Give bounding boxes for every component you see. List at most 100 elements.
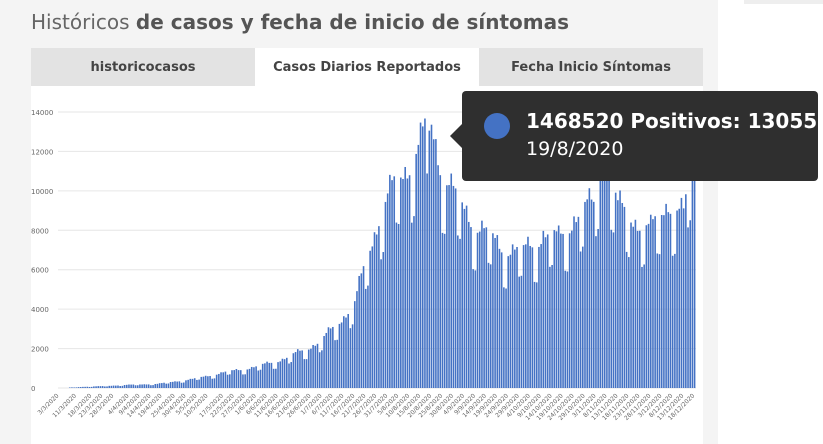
- bar[interactable]: [130, 384, 132, 388]
- bar[interactable]: [603, 151, 606, 388]
- bar[interactable]: [82, 386, 84, 388]
- bar[interactable]: [546, 234, 549, 388]
- bar[interactable]: [84, 386, 86, 388]
- bar[interactable]: [562, 233, 564, 388]
- bar[interactable]: [628, 257, 630, 388]
- bar[interactable]: [641, 266, 643, 388]
- bar[interactable]: [573, 216, 575, 388]
- bar[interactable]: [257, 370, 260, 388]
- bar[interactable]: [310, 348, 312, 388]
- bar[interactable]: [97, 386, 100, 388]
- bar[interactable]: [110, 385, 113, 388]
- bar[interactable]: [351, 324, 354, 388]
- bar[interactable]: [292, 353, 295, 388]
- bar[interactable]: [691, 163, 694, 388]
- bar[interactable]: [189, 378, 192, 388]
- bar[interactable]: [316, 343, 319, 388]
- bar[interactable]: [71, 387, 73, 388]
- bar[interactable]: [115, 385, 117, 388]
- bar[interactable]: [658, 254, 661, 388]
- bar[interactable]: [395, 222, 398, 388]
- bar[interactable]: [343, 316, 345, 388]
- bar[interactable]: [68, 387, 71, 388]
- bar[interactable]: [150, 385, 152, 388]
- bar[interactable]: [676, 210, 678, 388]
- bar[interactable]: [424, 118, 426, 388]
- bar[interactable]: [231, 370, 233, 388]
- bar[interactable]: [643, 264, 645, 388]
- bar[interactable]: [667, 212, 670, 388]
- bar[interactable]: [472, 269, 474, 388]
- bar[interactable]: [154, 384, 157, 388]
- bar[interactable]: [233, 370, 235, 388]
- bar[interactable]: [329, 328, 332, 388]
- bar[interactable]: [161, 383, 163, 388]
- bar[interactable]: [152, 385, 154, 388]
- bar[interactable]: [437, 165, 439, 388]
- bar[interactable]: [531, 247, 534, 388]
- bar[interactable]: [612, 232, 615, 388]
- bar[interactable]: [404, 166, 406, 388]
- bar[interactable]: [693, 155, 696, 388]
- bar[interactable]: [246, 369, 249, 388]
- bar[interactable]: [595, 236, 597, 388]
- bar[interactable]: [125, 384, 128, 388]
- bar[interactable]: [483, 228, 485, 388]
- bar[interactable]: [235, 369, 238, 388]
- bar[interactable]: [549, 266, 551, 388]
- bar[interactable]: [402, 179, 404, 388]
- bar[interactable]: [356, 291, 358, 388]
- bar[interactable]: [649, 214, 652, 388]
- bar[interactable]: [106, 386, 108, 388]
- bar[interactable]: [93, 386, 95, 388]
- bar[interactable]: [305, 359, 308, 388]
- bar[interactable]: [79, 387, 82, 388]
- bar[interactable]: [104, 386, 106, 388]
- bar[interactable]: [636, 230, 639, 388]
- bar[interactable]: [229, 374, 231, 388]
- bar[interactable]: [689, 220, 692, 388]
- bar[interactable]: [380, 259, 382, 388]
- bar[interactable]: [266, 361, 268, 388]
- bar[interactable]: [185, 380, 187, 388]
- bar[interactable]: [601, 155, 604, 388]
- bar[interactable]: [169, 382, 172, 388]
- bar[interactable]: [340, 322, 343, 388]
- bar[interactable]: [209, 376, 211, 388]
- bar[interactable]: [507, 256, 510, 388]
- bar[interactable]: [347, 314, 349, 388]
- bar[interactable]: [588, 188, 591, 388]
- bar[interactable]: [509, 254, 512, 388]
- bar[interactable]: [213, 378, 216, 388]
- bar[interactable]: [448, 185, 450, 388]
- bar[interactable]: [682, 208, 685, 388]
- bar[interactable]: [323, 336, 325, 388]
- bar[interactable]: [290, 362, 292, 388]
- bar[interactable]: [527, 236, 529, 388]
- bar[interactable]: [367, 285, 369, 388]
- bar[interactable]: [461, 202, 463, 388]
- bar[interactable]: [630, 222, 632, 388]
- bar[interactable]: [296, 349, 299, 388]
- bar[interactable]: [470, 227, 472, 388]
- bar[interactable]: [571, 230, 573, 388]
- bar[interactable]: [360, 273, 363, 388]
- bar[interactable]: [669, 213, 672, 388]
- bar[interactable]: [220, 372, 222, 388]
- bar[interactable]: [514, 249, 516, 388]
- tab-fecha-inicio[interactable]: Fecha Inicio Síntomas: [479, 48, 703, 86]
- bar[interactable]: [299, 350, 301, 388]
- bar[interactable]: [349, 328, 352, 388]
- bar[interactable]: [255, 366, 257, 388]
- bar[interactable]: [647, 223, 650, 388]
- bar[interactable]: [597, 229, 599, 388]
- bar[interactable]: [586, 199, 588, 388]
- bar[interactable]: [584, 201, 586, 388]
- bar[interactable]: [314, 345, 317, 388]
- bar[interactable]: [174, 381, 176, 388]
- bar[interactable]: [207, 376, 209, 388]
- bar[interactable]: [415, 153, 417, 388]
- bar[interactable]: [86, 386, 89, 388]
- bar[interactable]: [533, 281, 536, 388]
- bar[interactable]: [439, 175, 442, 388]
